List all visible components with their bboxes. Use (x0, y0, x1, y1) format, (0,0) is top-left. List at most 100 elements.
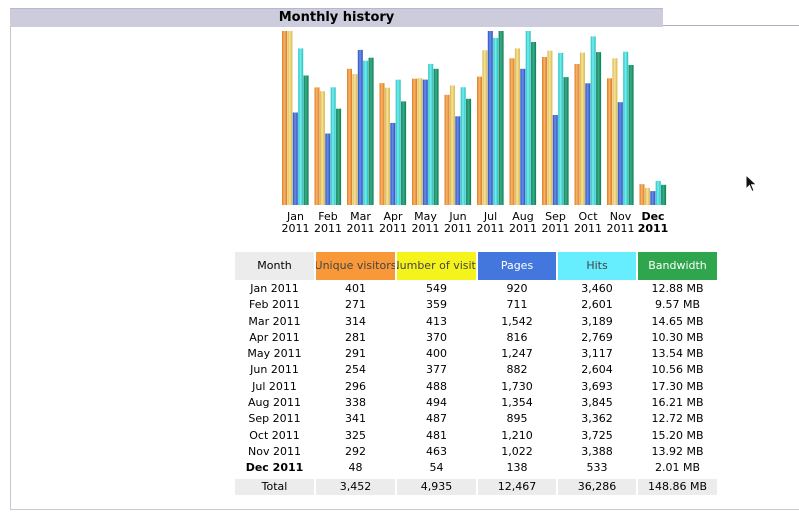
bar-hits-dec-2011 (655, 180, 661, 205)
cell-month: Feb 2011 (249, 298, 300, 312)
x-tick-label-jan-2011-month: Jan (286, 210, 304, 223)
total-pages: 12,467 (478, 478, 556, 495)
bar-number-of-visits-jan-2011 (287, 31, 293, 205)
x-tick-label-oct-2011-month: Oct (578, 210, 598, 223)
x-tick-label-dec-2011-year: 2011 (638, 222, 669, 235)
bar-hits-mar-2011 (363, 60, 369, 206)
bar-pages-jan-2011 (292, 112, 298, 205)
x-tick-label-nov-2011-month: Nov (610, 210, 632, 223)
x-tick-label-jun-2011-year: 2011 (444, 222, 472, 235)
cell-number-of-visits: 463 (426, 444, 447, 458)
bar-bandwidth-jan-2011 (303, 75, 309, 205)
cell-unique-visitors: 314 (345, 314, 366, 328)
x-tick-label-aug-2011-month: Aug (512, 210, 533, 223)
cell-month: Oct 2011 (249, 428, 300, 442)
x-tick-label-oct-2011-year: 2011 (574, 222, 602, 235)
bar-hits-feb-2011 (330, 87, 336, 205)
bar-bandwidth-oct-2011 (596, 52, 602, 205)
table-row: Nov 2011 292 463 1,022 3,388 13.92 MB (235, 444, 717, 460)
bar-bandwidth-sep-2011 (563, 77, 569, 205)
table-row: May 2011 291 400 1,247 3,117 13.54 MB (235, 346, 717, 362)
cell-number-of-visits: 488 (426, 379, 447, 393)
x-tick-label-sep-2011-year: 2011 (542, 222, 570, 235)
panel-frame (10, 26, 799, 510)
cell-number-of-visits: 549 (426, 282, 447, 295)
header-month: Month (235, 252, 314, 280)
table-row: Sep 2011 341 487 895 3,362 12.72 MB (235, 411, 717, 427)
mouse-pointer-icon (745, 174, 758, 193)
table-row: Apr 2011 281 370 816 2,769 10.30 MB (235, 330, 717, 346)
cell-pages: 816 (506, 330, 528, 344)
cell-number-of-visits: 494 (426, 396, 447, 410)
bar-pages-dec-2011 (650, 191, 656, 205)
table-total-row: Total 3,452 4,935 12,467 36,286 148.86 M… (235, 478, 717, 495)
cell-month: Nov 2011 (248, 444, 301, 458)
bar-hits-apr-2011 (395, 79, 401, 205)
cell-month: Jan 2011 (250, 282, 299, 295)
cell-unique-visitors: 48 (348, 461, 363, 475)
bar-unique-visitors-jan-2011 (282, 31, 287, 205)
cell-hits: 3,845 (581, 396, 613, 410)
x-tick-label-apr-2011-month: Apr (383, 210, 403, 223)
cell-pages: 1,354 (501, 396, 533, 410)
x-tick-label-sep-2011-month: Sep (545, 210, 566, 223)
cell-pages: 711 (506, 298, 528, 312)
x-tick-label-mar-2011-month: Mar (350, 210, 371, 223)
cell-unique-visitors: 325 (345, 428, 366, 442)
bar-hits-jul-2011 (493, 37, 499, 206)
x-tick-label-jul-2011-year: 2011 (477, 222, 505, 235)
cell-number-of-visits: 487 (426, 412, 447, 426)
cell-month: May 2011 (247, 347, 302, 361)
cell-month: Mar 2011 (248, 314, 301, 328)
cell-unique-visitors: 254 (345, 363, 366, 377)
panel-title-text: Monthly history (278, 10, 395, 25)
cell-pages: 1,247 (501, 347, 533, 361)
cell-month: Aug 2011 (248, 396, 301, 410)
bar-pages-mar-2011 (357, 49, 363, 206)
cell-pages: 138 (506, 461, 528, 475)
cell-hits: 3,460 (581, 282, 613, 295)
bar-hits-aug-2011 (525, 31, 531, 205)
bar-number-of-visits-sep-2011 (547, 50, 553, 206)
cell-pages: 895 (506, 412, 528, 426)
cell-bandwidth: 15.20 MB (651, 428, 704, 442)
cell-month: Apr 2011 (249, 330, 300, 344)
cell-bandwidth: 10.30 MB (651, 330, 704, 344)
cell-unique-visitors: 338 (345, 396, 366, 410)
cell-number-of-visits: 370 (426, 330, 447, 344)
bar-unique-visitors-sep-2011 (542, 57, 547, 205)
cell-unique-visitors: 291 (345, 347, 366, 361)
bar-pages-jun-2011 (455, 116, 461, 205)
x-tick-label-dec-2011-month: Dec (641, 210, 664, 223)
bar-number-of-visits-dec-2011 (644, 187, 650, 205)
cell-hits: 2,601 (581, 298, 613, 312)
header-pages: Pages (478, 252, 556, 280)
bar-pages-sep-2011 (552, 115, 558, 205)
total-number-of-visits: 4,935 (397, 478, 476, 495)
cell-bandwidth: 13.54 MB (651, 347, 704, 361)
header-hits: Hits (558, 252, 636, 280)
bar-hits-jun-2011 (460, 87, 466, 205)
monthly-table: Month Unique visitors Number of visits P… (235, 252, 717, 495)
bar-bandwidth-dec-2011 (661, 184, 667, 205)
cell-month: Jul 2011 (252, 379, 297, 393)
cell-bandwidth: 9.57 MB (654, 298, 701, 312)
cell-hits: 3,725 (581, 428, 613, 442)
bar-unique-visitors-nov-2011 (607, 78, 612, 205)
x-tick-label-nov-2011-year: 2011 (607, 222, 635, 235)
bar-number-of-visits-nov-2011 (612, 58, 618, 205)
cell-bandwidth: 12.72 MB (651, 412, 704, 426)
cell-bandwidth: 14.65 MB (651, 314, 704, 328)
title-divider (663, 25, 799, 26)
cell-hits: 3,693 (581, 379, 613, 393)
cell-number-of-visits: 413 (426, 314, 447, 328)
monthly-bar-chart: Jan2011Feb2011Mar2011Apr2011May2011Jun20… (282, 31, 669, 235)
cell-unique-visitors: 292 (345, 444, 366, 458)
bar-unique-visitors-apr-2011 (379, 83, 385, 205)
cell-unique-visitors: 296 (345, 379, 366, 393)
cell-hits: 3,362 (581, 412, 613, 426)
cell-number-of-visits: 54 (429, 461, 444, 475)
bar-pages-may-2011 (422, 79, 428, 205)
bar-hits-oct-2011 (590, 36, 596, 206)
cell-month: Dec 2011 (245, 461, 304, 475)
